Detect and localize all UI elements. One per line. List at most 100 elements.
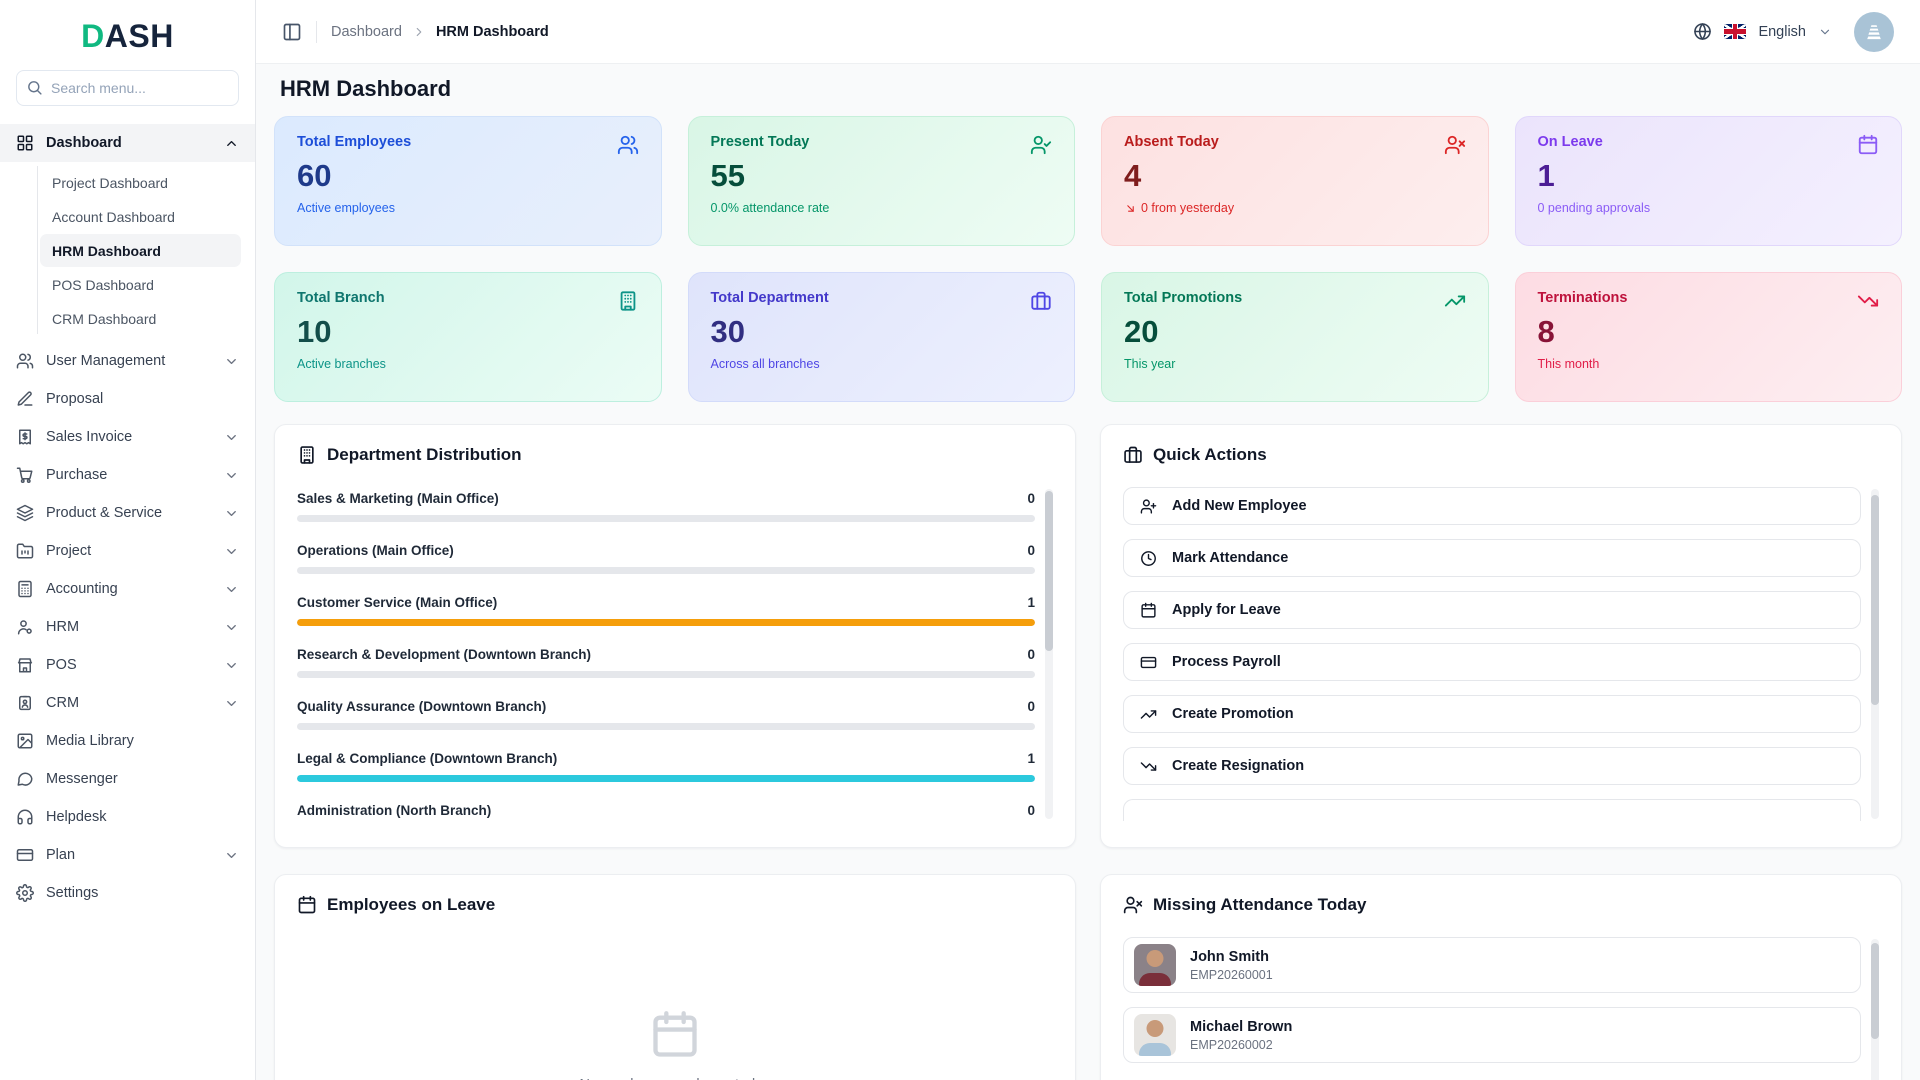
sidebar-item-accounting[interactable]: Accounting xyxy=(0,570,255,608)
stat-subtitle-text: This year xyxy=(1124,357,1176,372)
quick-action-label: Add New Employee xyxy=(1172,498,1307,514)
quick-action-mark-attendance[interactable]: Mark Attendance xyxy=(1123,539,1861,577)
main-area: Dashboard HRM Dashboard English HRM Dash… xyxy=(256,0,1920,1080)
quick-action-create-promotion[interactable]: Create Promotion xyxy=(1123,695,1861,733)
department-row-quality-assurance-downtown-branch: Quality Assurance (Downtown Branch) 0 xyxy=(297,695,1035,747)
sidebar-item-label: Proposal xyxy=(46,391,104,407)
user-x-icon xyxy=(1444,134,1466,156)
sidebar-item-label: HRM xyxy=(46,619,80,635)
stat-card-present-today: Present Today 55 0.0% attendance rate xyxy=(687,116,1075,246)
sidebar-subitem-hrm-dashboard[interactable]: HRM Dashboard xyxy=(40,234,241,267)
sidebar-item-label: CRM xyxy=(46,695,80,711)
leave-empty-state: No employees on leave today xyxy=(297,937,1053,1080)
chevron-down-icon[interactable] xyxy=(1818,25,1832,39)
message-circle-icon xyxy=(16,770,34,788)
sidebar-item-media-library[interactable]: Media Library xyxy=(0,722,255,760)
missing-attendance-panel: Missing Attendance Today John Smith EMP20… xyxy=(1100,874,1902,1080)
quick-action-apply-for-leave[interactable]: Apply for Leave xyxy=(1123,591,1861,629)
department-progress-bar xyxy=(297,567,1035,574)
attendance-row-john-smith[interactable]: John Smith EMP20260001 xyxy=(1123,937,1861,993)
sidebar-item-hrm[interactable]: HRM xyxy=(0,608,255,646)
stat-subtitle-text: Active branches xyxy=(297,357,386,372)
language-selector[interactable]: English xyxy=(1758,23,1806,40)
quick-action-label: Apply for Leave xyxy=(1172,602,1281,618)
sidebar-item-purchase[interactable]: Purchase xyxy=(0,456,255,494)
stat-subtitle-text: Active employees xyxy=(297,201,395,216)
stat-title: Absent Today xyxy=(1124,134,1219,150)
sidebar-item-crm[interactable]: CRM xyxy=(0,684,255,722)
department-distribution-header: Department Distribution xyxy=(297,445,1053,465)
quick-action-add-new-employee[interactable]: Add New Employee xyxy=(1123,487,1861,525)
credit-card-icon xyxy=(1140,654,1157,671)
sidebar-item-project[interactable]: Project xyxy=(0,532,255,570)
stat-card-total-branch: Total Branch 10 Active branches xyxy=(274,272,662,402)
sidebar-item-label: Purchase xyxy=(46,467,108,483)
department-row-sales-marketing-main-office: Sales & Marketing (Main Office) 0 xyxy=(297,487,1035,539)
sidebar-item-pos[interactable]: POS xyxy=(0,646,255,684)
stat-value: 4 xyxy=(1124,158,1142,193)
breadcrumb-dashboard[interactable]: Dashboard xyxy=(331,23,402,40)
chevron-down-icon xyxy=(224,354,239,369)
sidebar-item-product-service[interactable]: Product & Service xyxy=(0,494,255,532)
sidebar-subitem-account-dashboard[interactable]: Account Dashboard xyxy=(52,208,175,225)
sidebar-subitem-pos-dashboard[interactable]: POS Dashboard xyxy=(52,276,154,293)
sidebar-item-dashboard[interactable]: Dashboard xyxy=(0,124,255,162)
building-icon xyxy=(297,445,317,465)
folder-icon xyxy=(16,542,34,560)
department-row-research-development-downtown-branch: Research & Development (Downtown Branch)… xyxy=(297,643,1035,695)
uk-flag-icon xyxy=(1724,24,1747,39)
scrollbar-thumb[interactable] xyxy=(1871,943,1879,1039)
sidebar-item-label: Helpdesk xyxy=(46,809,107,825)
search-input[interactable] xyxy=(16,70,239,106)
sidebar-item-messenger[interactable]: Messenger xyxy=(0,760,255,798)
chevron-down-icon xyxy=(224,430,239,445)
trending-down-icon xyxy=(1857,290,1879,312)
sidebar-item-label: Settings xyxy=(46,885,99,901)
calendar-empty-icon xyxy=(649,1009,701,1061)
chevron-down-icon xyxy=(224,696,239,711)
department-progress-bar xyxy=(297,619,1035,626)
stat-subtitle-text: Across all branches xyxy=(710,357,820,372)
stat-title: Total Promotions xyxy=(1124,290,1243,306)
stat-value: 8 xyxy=(1537,314,1555,349)
stat-card-total-employees: Total Employees 60 Active employees xyxy=(274,116,662,246)
stat-value: 55 xyxy=(710,158,745,193)
stat-card-total-promotions: Total Promotions 20 This year xyxy=(1101,272,1489,402)
sidebar-item-proposal[interactable]: Proposal xyxy=(0,380,255,418)
department-name: Quality Assurance (Downtown Branch) xyxy=(297,699,547,714)
sidebar-item-label: Dashboard xyxy=(46,135,122,151)
user-avatar[interactable] xyxy=(1854,11,1894,52)
stat-subtitle-text: 0 from yesterday xyxy=(1141,201,1235,216)
scrollbar-thumb[interactable] xyxy=(1045,491,1053,651)
chevron-down-icon xyxy=(224,620,239,635)
quick-action-process-payroll[interactable]: Process Payroll xyxy=(1123,643,1861,681)
sidebar-subitem-project-dashboard[interactable]: Project Dashboard xyxy=(52,174,168,191)
chevron-up-icon xyxy=(224,136,239,151)
scrollbar-thumb[interactable] xyxy=(1871,495,1879,705)
sidebar-item-helpdesk[interactable]: Helpdesk xyxy=(0,798,255,836)
breadcrumb: Dashboard HRM Dashboard xyxy=(331,24,549,40)
sidebar-item-sales-invoice[interactable]: Sales Invoice xyxy=(0,418,255,456)
sidebar-item-settings[interactable]: Settings xyxy=(0,874,255,912)
stat-value: 60 xyxy=(297,158,332,193)
sidebar-item-user-management[interactable]: User Management xyxy=(0,342,255,380)
employee-name: John Smith xyxy=(1190,948,1269,965)
department-row-legal-compliance-downtown-branch: Legal & Compliance (Downtown Branch) 1 xyxy=(297,747,1035,799)
stat-subtitle: 0 from yesterday xyxy=(1124,201,1466,215)
middle-panels: Department Distribution Sales & Marketin… xyxy=(274,424,1902,848)
sidebar-subitem-crm-dashboard[interactable]: CRM Dashboard xyxy=(52,310,157,327)
scrollbar-track xyxy=(1871,939,1879,1080)
sidebar-item-plan[interactable]: Plan xyxy=(0,836,255,874)
sidebar-item-label: Accounting xyxy=(46,581,118,597)
globe-icon[interactable] xyxy=(1693,22,1712,41)
chevron-right-icon xyxy=(412,25,426,39)
stat-value: 20 xyxy=(1124,314,1159,349)
attendance-row-michael-brown[interactable]: Michael Brown EMP20260002 xyxy=(1123,1007,1861,1063)
sidebar-toggle-icon[interactable] xyxy=(282,22,302,42)
chevron-down-icon xyxy=(224,582,239,597)
employees-on-leave-title: Employees on Leave xyxy=(327,895,496,914)
quick-action-create-resignation[interactable]: Create Resignation xyxy=(1123,747,1861,785)
department-distribution-title: Department Distribution xyxy=(327,445,522,464)
stat-title: Terminations xyxy=(1537,290,1628,306)
stat-subtitle-text: 0.0% attendance rate xyxy=(710,201,830,216)
